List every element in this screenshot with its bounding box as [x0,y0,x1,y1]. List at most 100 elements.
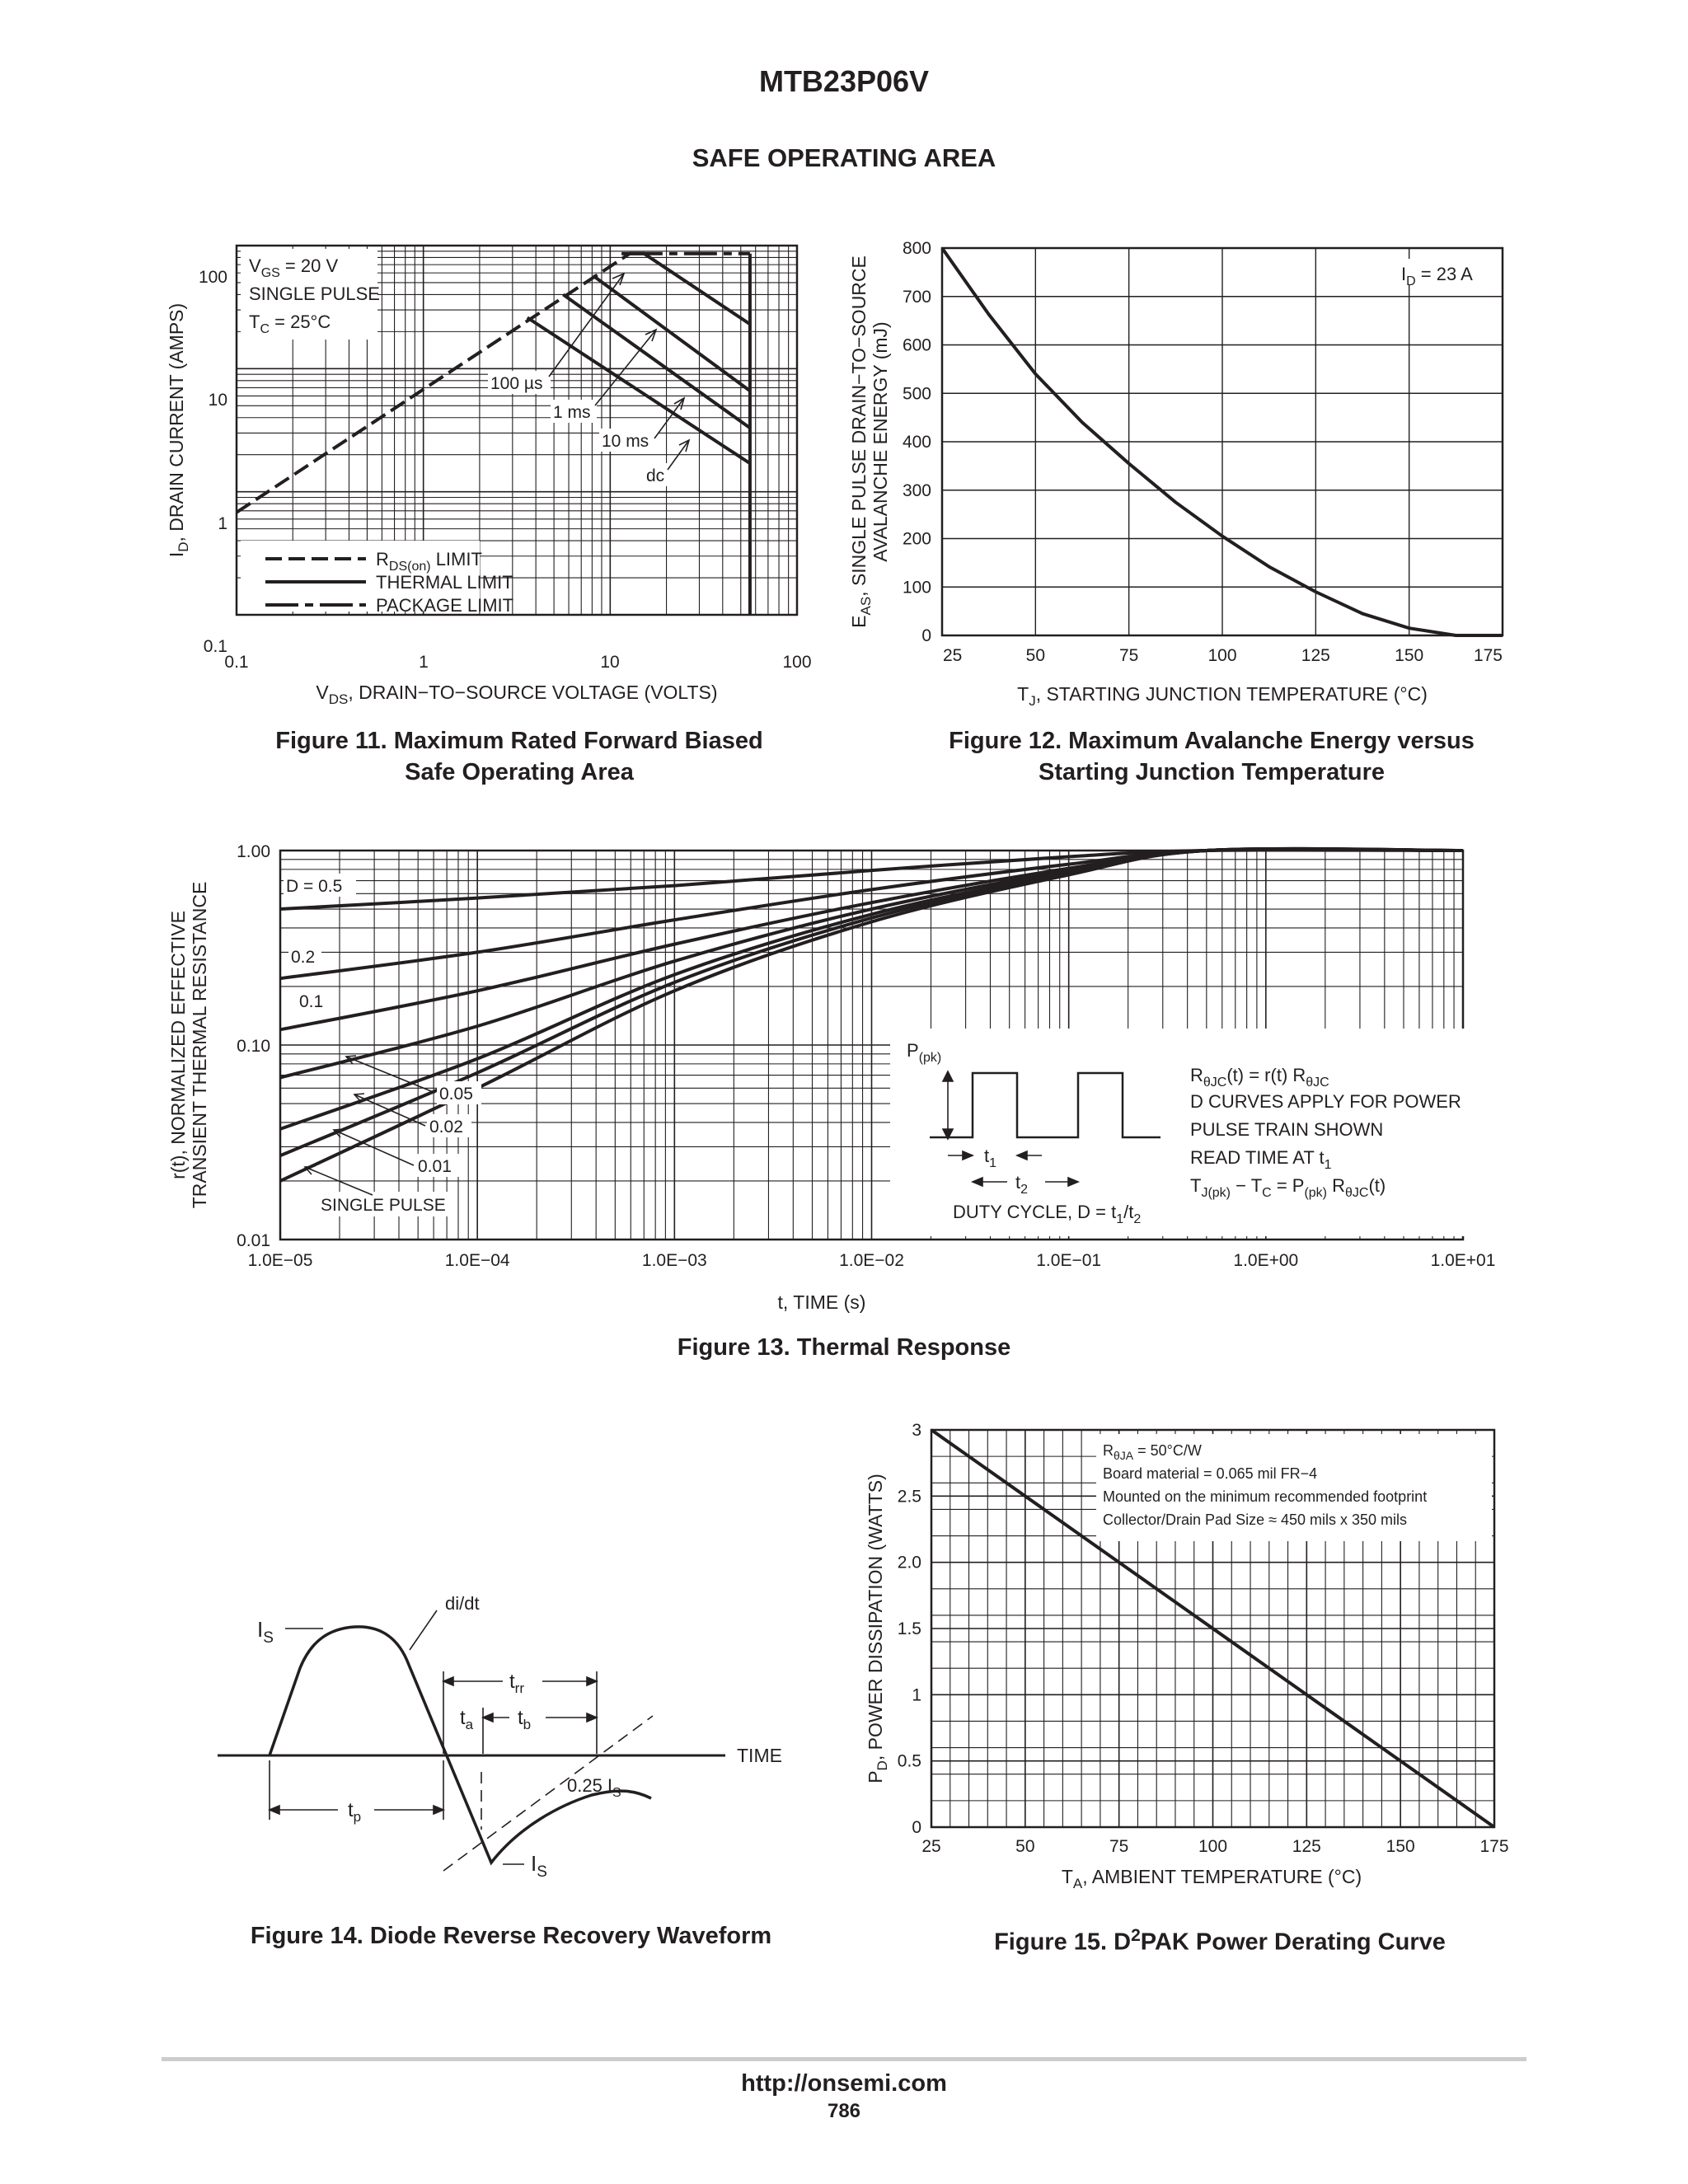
fig14-ta-label: ta [460,1707,474,1732]
fig11-ytick: 10 [209,391,227,410]
fig13-note-rthjc: RθJC(t) = r(t) RθJC [1190,1065,1329,1090]
fig12-xtick: 125 [1301,646,1330,665]
fig13-note-curves: D CURVES APPLY FOR POWER [1190,1091,1461,1112]
fig15-ytick: 0.5 [898,1752,921,1771]
fig14-tp-label: tp [348,1799,361,1825]
section-title: SAFE OPERATING AREA [692,143,996,172]
fig12-ytick: 200 [903,530,931,549]
fig11-curves [235,251,752,615]
fig14-is-peak-label: IS [257,1617,274,1647]
fig13-note-pulse-train: PULSE TRAIN SHOWN [1190,1119,1383,1140]
fig12-xtick: 100 [1207,646,1236,665]
fig13-xtick: 1.0E−05 [248,1251,313,1270]
figure-13-chart: 1.0E−05 1.0E−04 1.0E−03 1.0E−02 1.0E−01 1.0E+… [167,842,1496,1313]
fig15-note-board: Board material = 0.065 mil FR−4 [1103,1465,1317,1482]
fig13-ytick: 1.00 [237,842,270,861]
fig14-time-label: TIME [737,1745,782,1766]
figure-11-chart: 0.1 1 10 100 0.1 1 10 100 VDS, DRAIN−TO−… [166,244,812,707]
fig12-xtick: 25 [943,646,962,665]
fig13-duty-cycle: DUTY CYCLE, D = t1/t2 [953,1202,1141,1226]
fig11-series-rds-on-limit [235,252,631,514]
fig15-xtick: 25 [921,1837,940,1856]
fig14-didt-leader [409,1610,438,1651]
fig15-ytick: 1.5 [898,1619,921,1638]
fig13-label-02: 0.2 [291,948,315,967]
fig11-ytick: 1 [218,514,227,533]
fig12-y-axis-title-line2: AVALANCHE ENERGY (mJ) [870,321,891,561]
fig11-ytick: 0.1 [204,637,227,656]
fig15-x-axis-title: TA, AMBIENT TEMPERATURE (°C) [1062,1866,1362,1891]
fig11-legend-thermal: THERMAL LIMIT [376,572,513,593]
fig13-label-005: 0.05 [439,1085,473,1104]
fig13-ytick: 0.10 [237,1037,270,1056]
fig11-condition-pulse: SINGLE PULSE [249,284,380,304]
fig11-xtick: 100 [782,653,811,672]
fig13-t1-label: t1 [984,1146,996,1170]
fig15-xticks: 25 50 75 100 125 150 175 [921,1837,1508,1856]
fig11-xtick: 10 [600,653,619,672]
fig15-note-mounting: Mounted on the minimum recommended footp… [1103,1488,1427,1505]
fig13-ppk-arrow [941,1070,954,1141]
fig15-xtick: 100 [1198,1837,1227,1856]
fig12-xtick: 150 [1395,646,1423,665]
fig13-note-tj-formula: TJ(pk) − TC = P(pk) RθJC(t) [1190,1175,1386,1200]
figure-14-caption: Figure 14. Diode Reverse Recovery Wavefo… [250,1923,772,1949]
fig13-inset [890,1029,1469,1236]
fig11-label-100us: 100 µs [490,374,542,393]
fig13-x-axis-title: t, TIME (s) [778,1291,866,1313]
fig12-ytick: 100 [903,578,931,597]
fig13-label-002: 0.02 [429,1118,463,1137]
page-number: 786 [827,2100,861,2122]
fig13-ppk-label: P(pk) [907,1040,941,1065]
footer-rule [162,2057,1526,2061]
fig13-label-single-pulse: SINGLE PULSE [321,1196,446,1215]
fig12-x-axis-title: TJ, STARTING JUNCTION TEMPERATURE (°C) [1017,683,1428,709]
fig11-label-dc: dc [646,466,664,485]
fig14-didt-label: di/dt [445,1593,480,1614]
footer-url[interactable]: http://onsemi.com [741,2070,947,2097]
fig13-xtick: 1.0E−01 [1036,1251,1101,1270]
fig14-quarter-is-label: 0.25 IS [567,1775,621,1800]
figure-12-caption: Figure 12. Maximum Avalanche Energy vers… [949,728,1475,785]
fig12-ytick: 300 [903,481,931,500]
fig13-curves [279,846,1464,1183]
fig12-y-axis-title-line1: EAS, SINGLE PULSE DRAIN−TO−SOURCE [848,255,874,628]
fig11-ytick: 100 [199,268,227,287]
fig12-xtick: 50 [1026,646,1045,665]
fig11-xtick: 0.1 [224,653,248,672]
fig15-ytick: 0 [912,1818,921,1837]
fig13-y-axis-title-line1: r(t), NORMALIZED EFFECTIVE [167,911,189,1179]
figure-13-caption: Figure 13. Thermal Response [677,1334,1011,1361]
fig12-curves [940,246,1503,637]
fig13-label-01: 0.1 [299,992,323,1011]
fig11-legend [241,541,480,612]
fig13-xticks: 1.0E−05 1.0E−04 1.0E−03 1.0E−02 1.0E−01 1.0E+… [248,1251,1496,1270]
fig12-ytick: 600 [903,336,931,355]
fig13-y-axis-title-line2: TRANSIENT THERMAL RESISTANCE [189,882,210,1209]
fig14-trr-label: trr [509,1671,524,1696]
document-title: MTB23P06V [758,64,930,98]
fig13-xtick: 1.0E−02 [839,1251,904,1270]
fig14-tp-dimension [267,1760,446,1820]
fig12-xticks: 25 50 75 100 125 150 175 [943,646,1503,665]
fig11-xtick: 1 [419,653,429,672]
fig15-yticks: 0 0.5 1 1.5 2.0 2.5 3 [898,1421,921,1837]
fig11-series-dc [526,316,752,465]
figure-14-diagram: TIME di/dt IS trr ta tb tp 0.25 IS IS [218,1593,782,1881]
fig11-x-axis-title: VDS, DRAIN−TO−SOURCE VOLTAGE (VOLTS) [316,682,717,707]
fig11-label-1ms: 1 ms [553,403,591,422]
fig11-plot-frame [235,244,799,616]
fig11-legend-package: PACKAGE LIMIT [376,595,513,616]
fig15-xtick: 150 [1386,1837,1415,1856]
fig15-y-axis-title: PD, POWER DISSIPATION (WATTS) [865,1474,890,1783]
fig15-series-pd [930,1428,1496,1829]
fig13-label-001: 0.01 [418,1157,452,1176]
fig12-ytick: 700 [903,288,931,307]
fig11-condition-tc: TC = 25°C [249,312,331,336]
fig11-label-10ms: 10 ms [602,432,649,451]
figure-12-chart: 25 50 75 100 125 150 175 0 100 200 300 400 500 600 70… [848,239,1504,709]
fig13-xtick: 1.0E−04 [445,1251,510,1270]
fig11-series-100-s [621,251,752,326]
fig11-series-1-ms [592,274,752,392]
fig12-ytick: 0 [921,626,931,645]
